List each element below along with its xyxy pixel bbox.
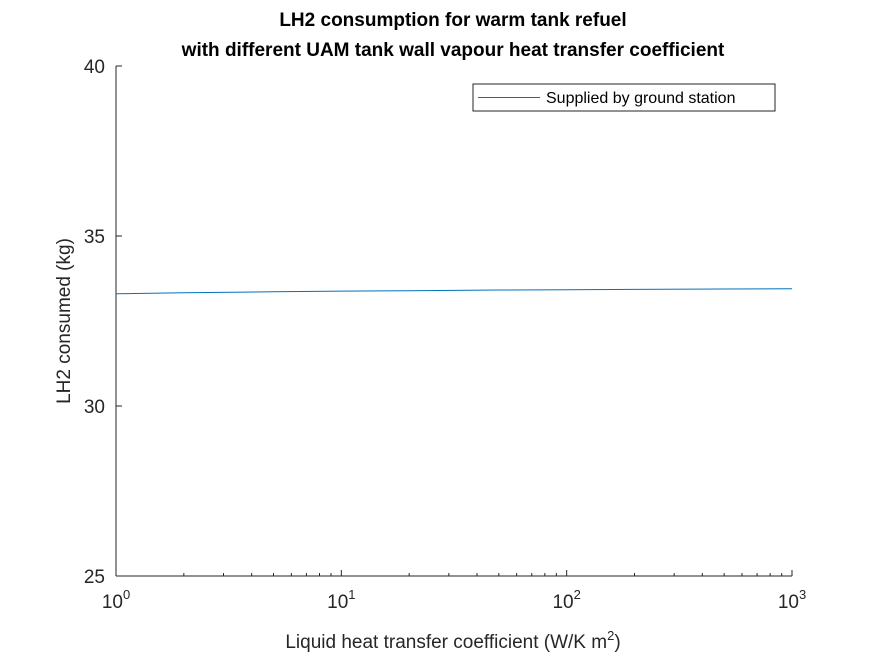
y-tick-label-0: 25 bbox=[84, 567, 105, 588]
x-tick-label-1: 101 bbox=[327, 587, 355, 613]
legend: Supplied by ground station bbox=[472, 83, 776, 112]
x-axis-label: Liquid heat transfer coefficient (W/K m2… bbox=[285, 628, 620, 653]
plot-axes bbox=[115, 66, 792, 577]
chart-title-line-2: with different UAM tank wall vapour heat… bbox=[181, 40, 725, 61]
x-tick-label-0: 100 bbox=[102, 587, 130, 613]
y-tick-label-3: 40 bbox=[84, 57, 105, 78]
x-tick-label-3: 103 bbox=[778, 587, 806, 613]
y-tick-label-2: 35 bbox=[84, 227, 105, 248]
series-line-0 bbox=[115, 288, 793, 295]
x-axis-label-main: Liquid heat transfer coefficient (W/K m bbox=[285, 632, 607, 653]
x-tick-label-2: 102 bbox=[552, 587, 580, 613]
y-axis-label: LH2 consumed (kg) bbox=[54, 238, 75, 404]
x-axis-label-exponent: 2 bbox=[607, 628, 614, 643]
x-axis-label-close: ) bbox=[614, 632, 620, 653]
chart-title-line-1: LH2 consumption for warm tank refuel bbox=[279, 10, 626, 31]
legend-label-0: Supplied by ground station bbox=[546, 90, 735, 107]
y-tick-label-1: 30 bbox=[84, 397, 105, 418]
